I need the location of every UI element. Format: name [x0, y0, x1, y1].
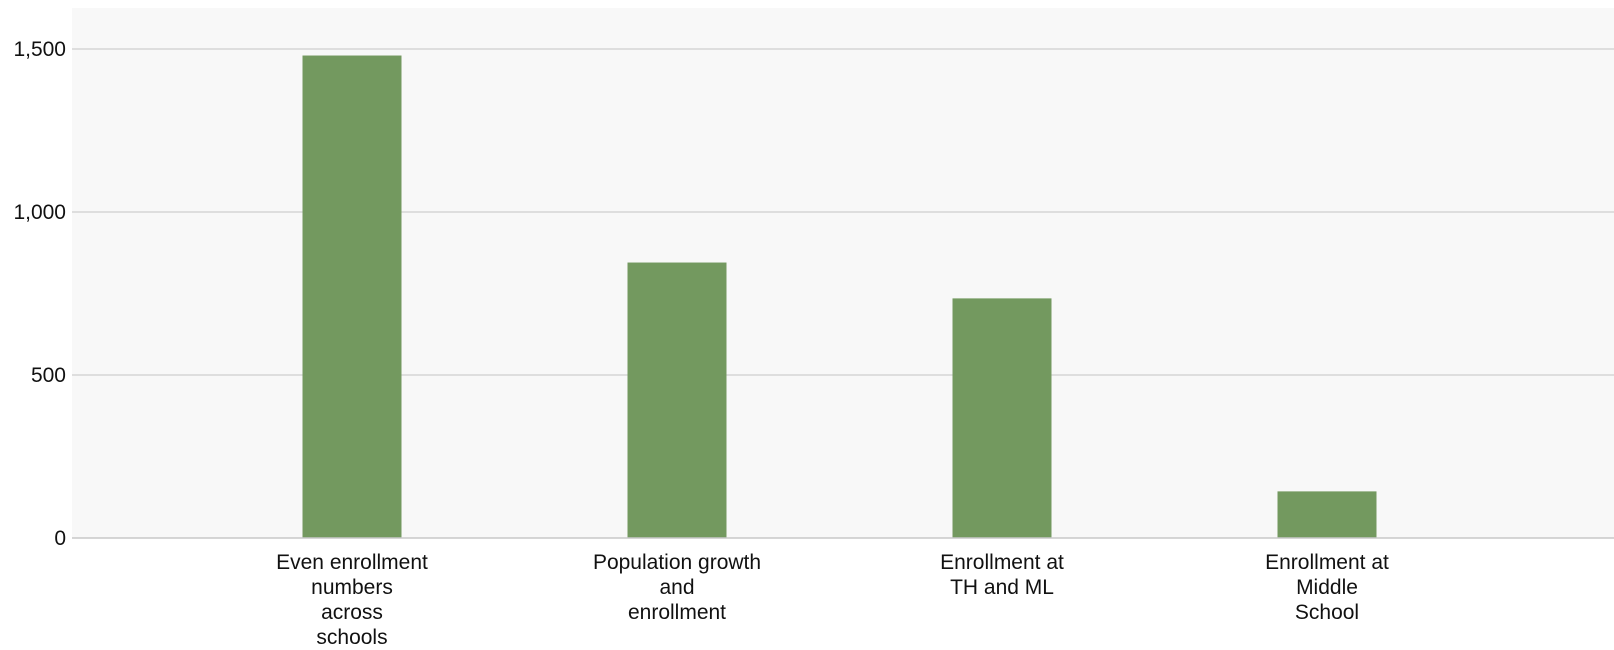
y-tick-label: 0 — [54, 527, 66, 550]
bar — [952, 298, 1052, 538]
x-tick-label-line: schools — [316, 626, 387, 649]
x-tick-label-line: enrollment — [628, 601, 726, 624]
x-tick-label-line: Population growth — [593, 551, 761, 574]
bars — [302, 55, 1377, 539]
x-tick-label: Enrollment at TH and ML — [940, 551, 1064, 599]
bar — [1277, 491, 1377, 538]
y-tick-label: 1,000 — [13, 201, 66, 224]
bar — [627, 262, 727, 538]
x-tick-label-line: numbers — [311, 576, 393, 599]
x-tick-label-line: Enrollment at — [1265, 551, 1389, 574]
bar — [302, 55, 402, 539]
y-axis-tick-labels: 0 500 1,000 1,500 — [13, 38, 66, 550]
x-tick-label-line: TH and ML — [950, 576, 1054, 599]
y-tick-label: 500 — [31, 364, 66, 387]
x-tick-label-line: Even enrollment — [276, 551, 428, 574]
x-axis-tick-labels: Even enrollment numbers across schools Popul… — [276, 551, 1389, 649]
x-tick-label: Even enrollment numbers across schools — [276, 551, 428, 649]
x-tick-label-line: Middle — [1296, 576, 1358, 599]
x-tick-label-line: across — [321, 601, 383, 624]
x-tick-label-line: Enrollment at — [940, 551, 1064, 574]
x-tick-label: Enrollment at Middle School — [1265, 551, 1389, 624]
y-tick-label: 1,500 — [13, 38, 66, 61]
x-tick-label-line: and — [659, 576, 694, 599]
x-tick-label-line: School — [1295, 601, 1359, 624]
x-tick-label: Population growth and enrollment — [593, 551, 761, 624]
